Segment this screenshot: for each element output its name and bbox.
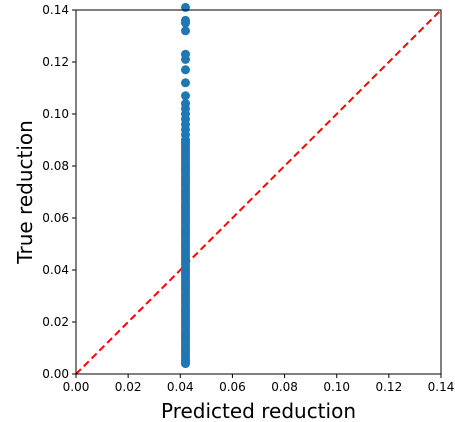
- x-tick-label: 0.08: [271, 380, 298, 394]
- y-tick-label: 0.06: [42, 211, 69, 225]
- y-axis-label: True reduction: [13, 120, 37, 265]
- points-layer: [181, 2, 190, 369]
- reference-diagonal-line: [75, 9, 442, 375]
- plot-area: [75, 2, 442, 375]
- x-tick-label: 0.14: [428, 380, 455, 394]
- ticks-layer: 0.00 0.02 0.04 0.06 0.08 0.10 0.12 0.14 0.00 0.02…: [42, 3, 454, 394]
- y-tick-label: 0.10: [42, 107, 69, 121]
- scatter-point: [181, 15, 190, 25]
- scatter-point: [181, 78, 190, 88]
- axes-frame: [75, 9, 442, 375]
- y-tick-label: 0.00: [42, 367, 69, 381]
- x-tick-label: 0.12: [375, 380, 402, 394]
- y-tick-label: 0.14: [42, 3, 69, 17]
- y-tick-label: 0.04: [42, 263, 69, 277]
- scatter-point: [181, 26, 190, 36]
- x-axis-label: Predicted reduction: [161, 399, 356, 422]
- scatter-point: [181, 99, 190, 109]
- x-tick-label: 0.00: [63, 380, 90, 394]
- scatter-point: [181, 65, 190, 75]
- x-tick-label: 0.06: [219, 380, 246, 394]
- x-tick-label: 0.10: [323, 380, 350, 394]
- x-tick-label: 0.04: [167, 380, 194, 394]
- y-tick-label: 0.12: [42, 55, 69, 69]
- x-tick-label: 0.02: [115, 380, 142, 394]
- y-tick-label: 0.08: [42, 159, 69, 173]
- scatter-point: [181, 49, 190, 59]
- scatter-point: [181, 2, 190, 12]
- y-tick-label: 0.02: [42, 315, 69, 329]
- scatter-point: [181, 91, 190, 101]
